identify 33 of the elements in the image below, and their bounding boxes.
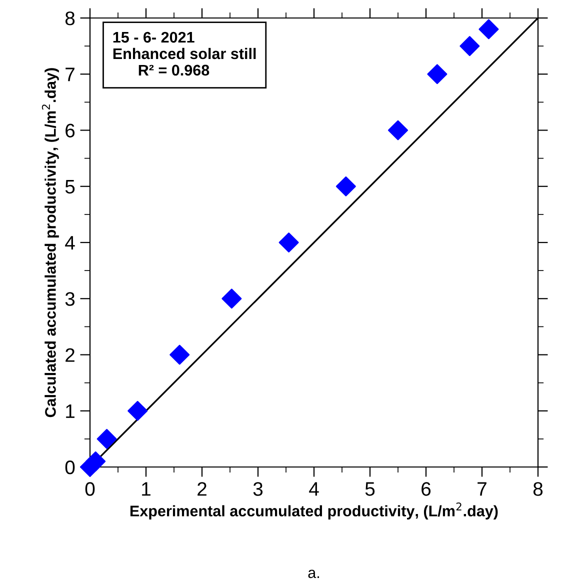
y-axis-title: Calculated accumulated productivity, (L/m$^{2}$.day) [42, 68, 59, 418]
point [460, 36, 480, 56]
point [128, 400, 148, 421]
y-tick-label: 2 [66, 348, 74, 362]
x-tick-label: 4 [309, 482, 319, 496]
point [278, 232, 299, 253]
point [427, 64, 448, 84]
y-tick-label: 8 [65, 11, 75, 26]
point [388, 120, 408, 140]
x-tick-label: 8 [533, 482, 543, 496]
x-axis-title: Experimental accumulated productivity, (L/m$^{2}$.day) [130, 502, 498, 520]
point [478, 19, 499, 40]
y-tick-label: 0 [65, 460, 75, 474]
x-tick-label: 3 [253, 482, 263, 496]
x-tick-label: 6 [422, 482, 431, 496]
y-tick-label: 5 [65, 180, 75, 194]
x-tick-label: 5 [365, 482, 375, 496]
x-tick-label: 7 [478, 482, 486, 496]
y-tick-label: 4 [65, 236, 75, 250]
y-tick-label: 3 [65, 292, 75, 306]
x-tick-label: 2 [198, 482, 206, 496]
point [96, 428, 117, 449]
annotation: 15 - 6- 2021 Enhanced solar still R² = 0.968 [113, 32, 256, 76]
point [86, 451, 106, 472]
y-tick-label: 7 [66, 68, 74, 82]
x-tick-label: 0 [85, 482, 95, 496]
y-tick-label: 6 [66, 124, 75, 138]
x-tick-label: 1 [142, 482, 150, 496]
y-tick-label: 1 [66, 404, 74, 418]
point [170, 344, 190, 365]
point [336, 176, 356, 196]
point [222, 288, 242, 309]
text: a. [308, 570, 319, 578]
